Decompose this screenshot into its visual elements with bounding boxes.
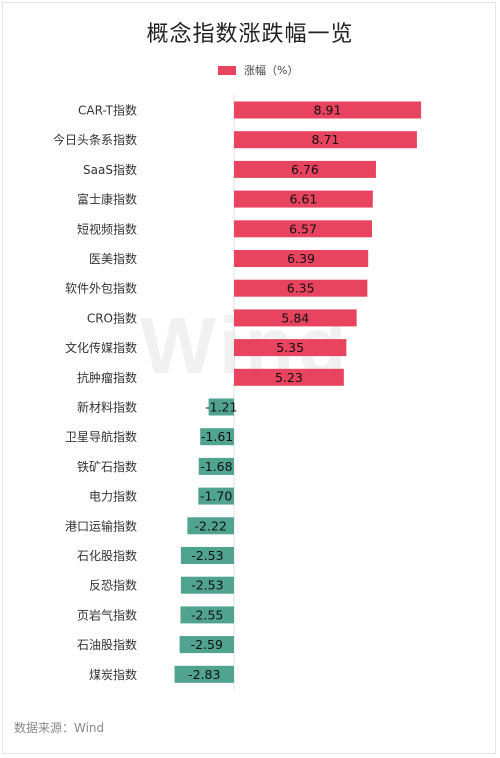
bar [234, 190, 373, 208]
category-label: 港口运输指数 [65, 518, 137, 533]
bar [208, 398, 234, 416]
category-label: 石油股指数 [77, 637, 137, 652]
bar [179, 636, 234, 654]
category-label: 铁矿石指数 [77, 459, 137, 474]
data-label: 5.23 [275, 370, 303, 385]
category-label: 软件外包指数 [65, 281, 137, 296]
bar [234, 309, 357, 327]
bar [198, 457, 234, 475]
category-label: CRO指数 [87, 310, 137, 325]
category-label: SaaS指数 [83, 162, 137, 177]
category-label: 富士康指数 [77, 192, 137, 207]
data-label: -1.61 [201, 429, 233, 444]
category-label: 反恐指数 [89, 578, 137, 593]
bar [234, 250, 369, 267]
category-label: 医美指数 [89, 251, 137, 266]
bar [180, 606, 234, 624]
bar [234, 101, 422, 119]
bar [187, 517, 234, 535]
data-label: -2.53 [191, 578, 223, 593]
bar [180, 576, 234, 594]
data-label: -2.22 [195, 518, 227, 533]
data-label: 6.61 [289, 192, 317, 207]
data-label: -2.53 [191, 548, 223, 563]
data-label: 5.35 [276, 340, 304, 355]
data-label: -1.70 [200, 489, 232, 504]
chart-title: 概念指数涨跌幅一览 [146, 22, 354, 47]
category-label: 石化股指数 [77, 548, 137, 563]
category-label: 页岩气指数 [77, 607, 137, 622]
bar [198, 487, 234, 505]
category-label: 短视频指数 [77, 221, 137, 236]
data-label: 6.76 [291, 162, 319, 177]
category-label: 文化传媒指数 [65, 340, 137, 355]
data-label: 5.84 [281, 310, 309, 325]
category-label: 卫星导航指数 [65, 429, 137, 444]
data-label: 6.39 [287, 251, 315, 266]
bar [234, 279, 368, 297]
category-label: 新材料指数 [77, 400, 137, 415]
category-label: 抗肿瘤指数 [77, 370, 137, 385]
chart-legend: 涨幅（%） [218, 62, 298, 78]
data-label: -1.68 [200, 459, 232, 474]
data-label: 8.91 [314, 103, 342, 118]
data-label: -1.21 [205, 400, 237, 415]
bar [174, 665, 234, 683]
data-label: 6.57 [289, 221, 317, 236]
data-label: -2.83 [188, 667, 220, 682]
category-label: 今日头条系指数 [53, 132, 137, 147]
bar [234, 131, 417, 149]
bar [180, 547, 234, 564]
bar [200, 428, 234, 446]
legend-label: 涨幅（%） [244, 64, 299, 77]
bar [234, 220, 372, 238]
bar [234, 339, 347, 357]
data-label: -2.55 [191, 607, 223, 622]
bar [234, 368, 344, 386]
category-label: 煤炭指数 [89, 667, 137, 682]
legend-swatch [218, 65, 236, 75]
data-label: 6.35 [287, 281, 315, 296]
category-label: 电力指数 [89, 489, 137, 504]
data-label: 8.71 [312, 132, 340, 147]
data-label: -2.59 [191, 637, 223, 652]
category-label: CAR-T指数 [78, 103, 137, 118]
source-note: 数据来源：Wind [14, 721, 105, 735]
bar [234, 160, 376, 178]
